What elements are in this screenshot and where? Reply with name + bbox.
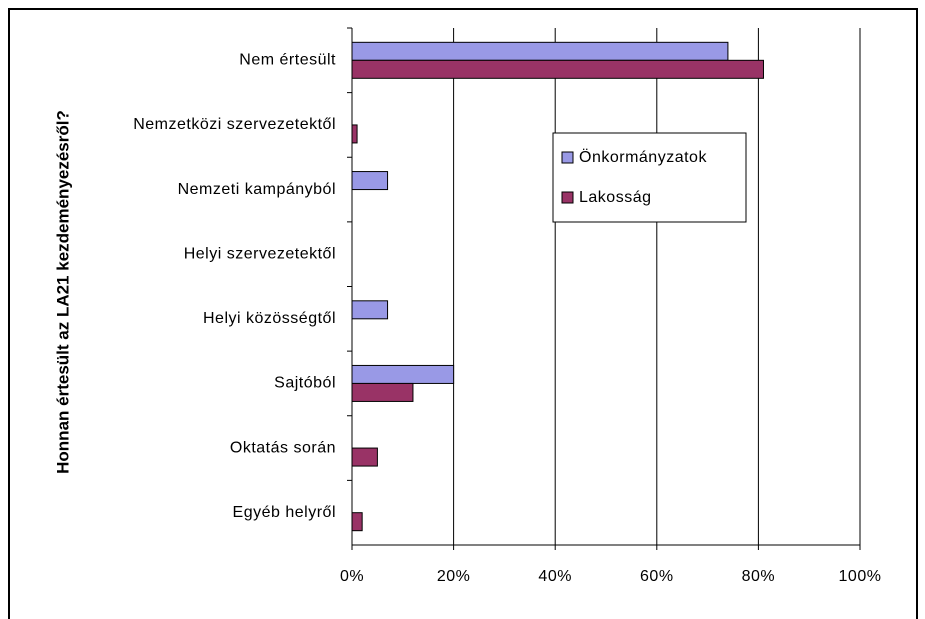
y-tick-label: Nemzeti kampányból [178, 181, 336, 198]
y-tick-label: Helyi közösségtől [203, 310, 336, 327]
bar [351, 171, 389, 191]
y-axis-title: Honnan értesült az LA21 kezdeményezésről… [53, 110, 72, 474]
bar [351, 382, 414, 402]
y-tick-label: Nemzetközi szervezetektől [133, 116, 336, 133]
y-tick-label: Sajtóból [274, 375, 336, 392]
y-tick-label: Helyi szervezetektől [184, 245, 336, 262]
legend-box [552, 132, 747, 223]
legend-label: Lakosság [579, 189, 652, 206]
bar [351, 59, 764, 79]
x-tick-label: 80% [742, 568, 776, 585]
bar [351, 300, 389, 320]
bar [351, 364, 455, 384]
bar [351, 124, 358, 144]
legend-swatch [561, 151, 574, 164]
y-tick-label: Nem értesült [239, 52, 336, 69]
x-tick-label: 20% [437, 568, 471, 585]
legend-label: Önkormányzatok [579, 148, 707, 166]
legend-swatch [561, 191, 574, 204]
x-tick-label: 60% [640, 568, 674, 585]
bar [351, 41, 729, 61]
bar [351, 512, 363, 532]
y-tick-label: Egyéb helyről [233, 504, 336, 521]
frame [8, 8, 918, 619]
y-tick-label: Oktatás során [230, 439, 336, 456]
bar [351, 447, 378, 467]
x-tick-label: 100% [839, 568, 882, 585]
x-tick-label: 40% [538, 568, 572, 585]
x-tick-label: 0% [340, 568, 364, 585]
